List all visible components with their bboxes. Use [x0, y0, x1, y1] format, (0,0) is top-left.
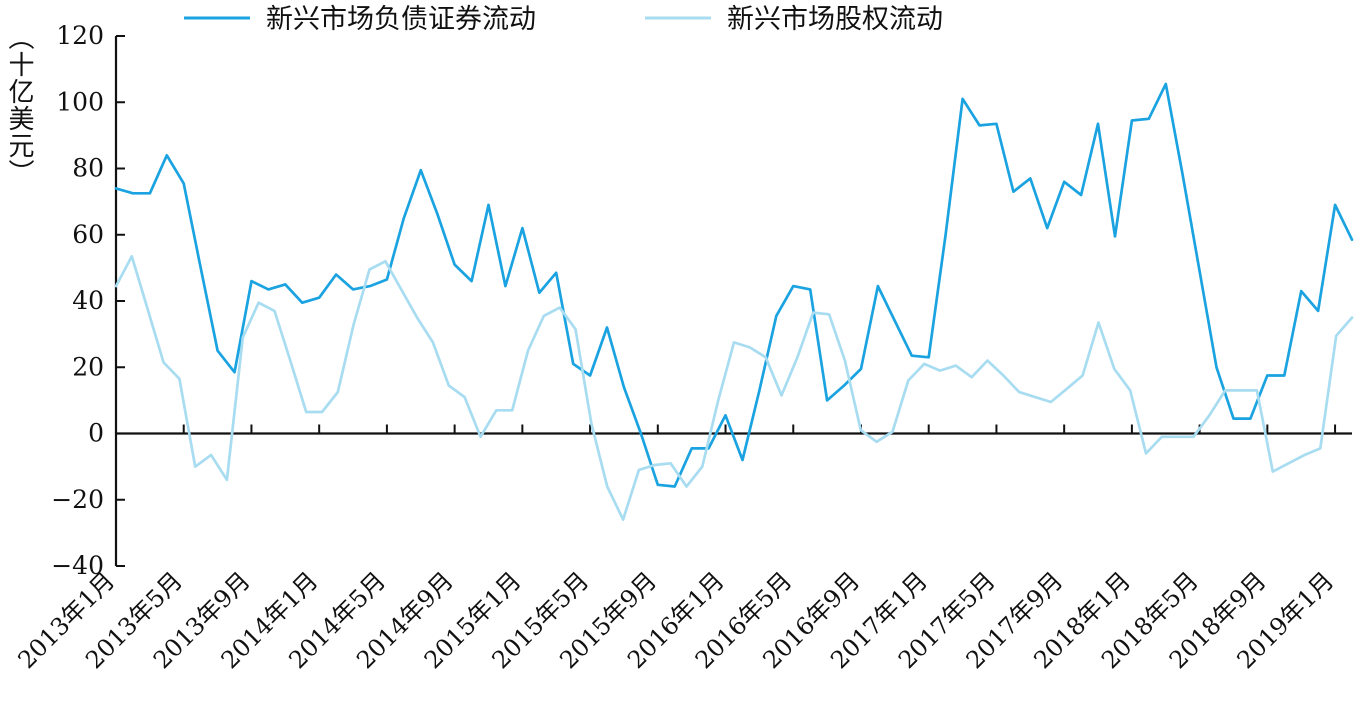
- y-tick-label: 100: [56, 87, 104, 116]
- y-tick-label: −20: [51, 485, 104, 514]
- x-axis: 2013年1月2013年5月2013年9月2014年1月2014年5月2014年…: [13, 424, 1352, 674]
- y-axis-unit-label: （十亿美元）: [4, 24, 34, 186]
- legend-item-debt-flows: 新兴市场负债证券流动: [184, 4, 536, 35]
- y-tick-label: 80: [72, 154, 104, 183]
- y-axis: −40 −20 0 20 40 60 80 100 120: [51, 21, 125, 580]
- series-line-debt-flows: [114, 82, 1354, 488]
- series-layer: [114, 82, 1354, 521]
- legend-label: 新兴市场负债证券流动: [266, 4, 536, 35]
- y-tick-label: 60: [72, 220, 104, 249]
- y-tick-label: −40: [51, 551, 104, 580]
- y-tick-label: 120: [56, 21, 104, 50]
- y-tick-label: 0: [88, 419, 104, 448]
- legend: 新兴市场负债证券流动 新兴市场股权流动: [184, 4, 943, 35]
- legend-item-equity-flows: 新兴市场股权流动: [645, 4, 943, 35]
- y-tick-label: 20: [72, 352, 104, 381]
- series-line-equity-flows: [114, 254, 1354, 521]
- y-tick-label: 40: [72, 286, 104, 315]
- legend-label: 新兴市场股权流动: [727, 4, 943, 35]
